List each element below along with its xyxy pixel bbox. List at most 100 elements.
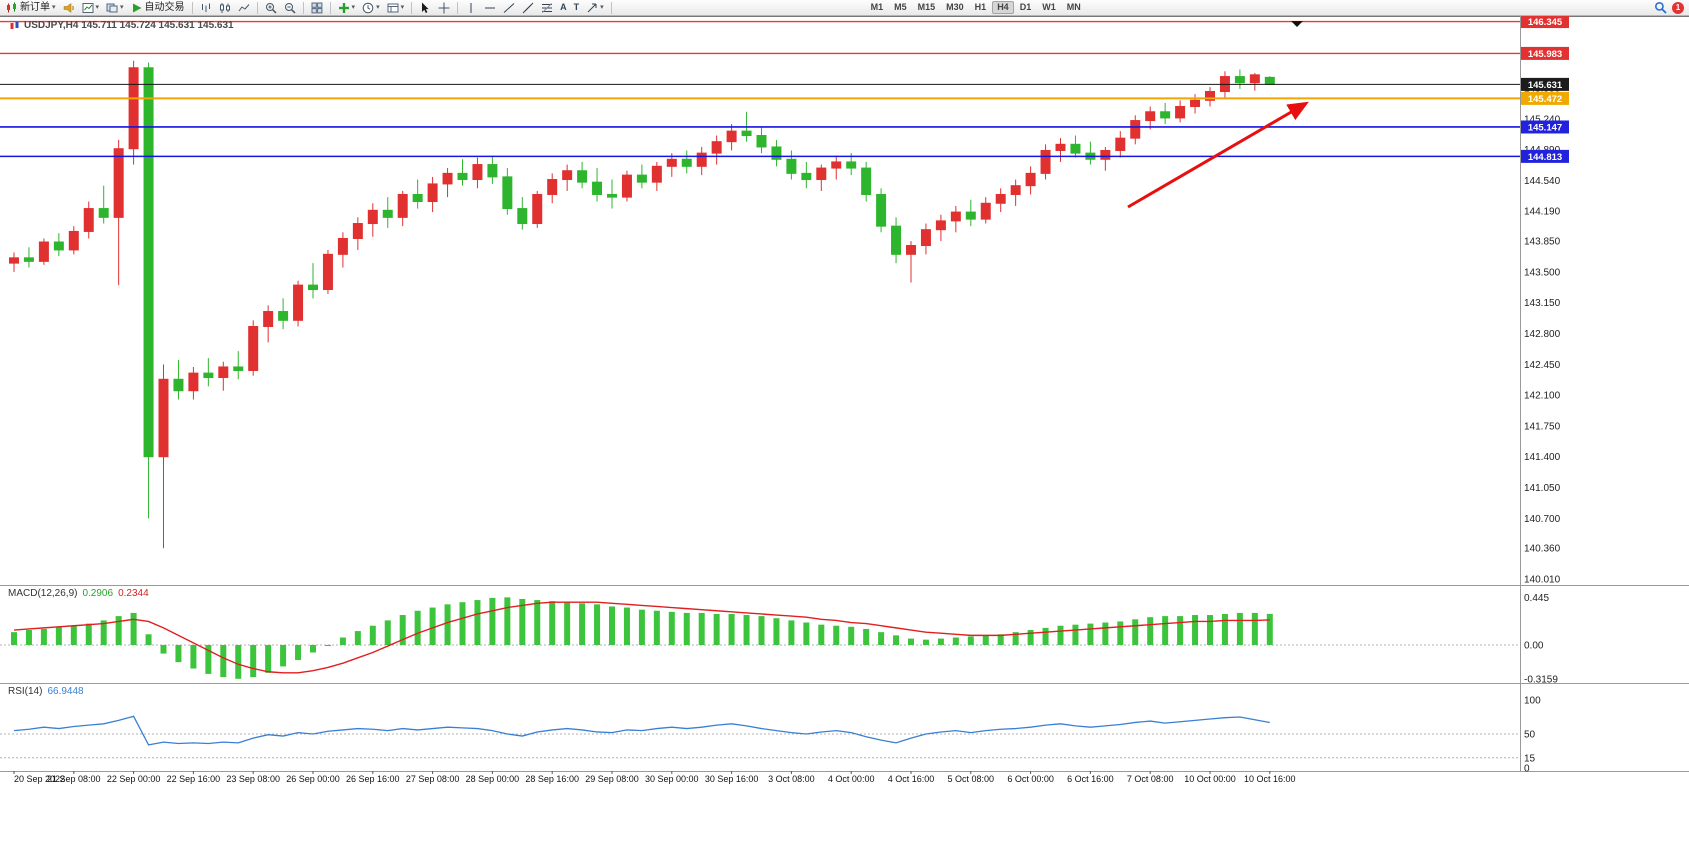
svg-text:10 Oct 16:00: 10 Oct 16:00 (1244, 774, 1296, 784)
svg-text:28 Sep 16:00: 28 Sep 16:00 (525, 774, 579, 784)
svg-text:22 Sep 00:00: 22 Sep 00:00 (107, 774, 161, 784)
price-tag-145.983: 145.983 (1521, 46, 1569, 60)
symbol-ohlc-label: USDJPY,H4 145.711 145.724 145.631 145.63… (10, 20, 234, 31)
trendline-icon (503, 2, 515, 13)
horn-icon (63, 2, 74, 13)
svg-text:26 Sep 00:00: 26 Sep 00:00 (286, 774, 340, 784)
caret-down-icon: ▾ (376, 4, 380, 11)
chart-window-icon (10, 21, 19, 29)
vertical-line-icon (470, 2, 472, 13)
caret-down-icon: ▾ (120, 4, 124, 11)
chart-shift-marker[interactable] (1291, 21, 1303, 27)
cursor-button[interactable] (416, 1, 434, 15)
alerts-button[interactable] (60, 1, 78, 15)
svg-text:0.00: 0.00 (1524, 641, 1544, 652)
horizontal-line-icon (485, 7, 496, 8)
price-tag-145.631: 145.631 (1521, 77, 1569, 91)
svg-text:5 Oct 08:00: 5 Oct 08:00 (948, 774, 995, 784)
search-icon[interactable] (1654, 1, 1667, 14)
macd-name: MACD(12,26,9) (8, 588, 78, 599)
line-chart-button[interactable] (235, 1, 253, 15)
templates-button[interactable]: ▾ (384, 1, 408, 15)
timeframe-m5-button[interactable]: M5 (889, 1, 912, 14)
new-chart-icon (82, 2, 94, 13)
line-chart-icon (238, 3, 249, 11)
periods-button[interactable]: ▾ (359, 1, 383, 15)
zoom-in-icon (265, 2, 277, 14)
svg-text:50: 50 (1524, 730, 1536, 741)
zoom-in-button[interactable] (262, 1, 280, 15)
crosshair-button[interactable] (435, 1, 453, 15)
timeframe-d1-button[interactable]: D1 (1015, 1, 1037, 14)
tile-windows-icon (311, 2, 322, 13)
svg-text:15: 15 (1524, 753, 1536, 764)
timeframe-h4-button[interactable]: H4 (992, 1, 1014, 14)
profiles-icon (106, 3, 118, 12)
channel-icon (522, 2, 534, 13)
text-a-icon: A (560, 2, 567, 12)
price-tag-144.813: 144.813 (1521, 149, 1569, 163)
bar-chart-button[interactable] (197, 1, 215, 15)
timeframe-w1-button[interactable]: W1 (1037, 1, 1061, 14)
notification-badge[interactable]: 1 (1672, 1, 1684, 14)
clock-icon (362, 2, 374, 13)
bar-chart-icon (201, 3, 210, 12)
toolbar-right-group: 1 (1654, 1, 1686, 14)
macd-signal-line (13, 601, 1270, 674)
rsi-panel[interactable]: 100 50 150 (0, 696, 1541, 775)
new-order-button[interactable]: 新订单 ▾ (3, 1, 59, 15)
svg-text:-0.3159: -0.3159 (1524, 674, 1558, 685)
candle-chart-button[interactable] (216, 1, 234, 15)
svg-text:143.500: 143.500 (1524, 267, 1561, 278)
rsi-name: RSI(14) (8, 686, 43, 697)
rsi-label: RSI(14) 66.9448 (8, 686, 84, 697)
svg-text:141.750: 141.750 (1524, 421, 1561, 432)
tile-windows-button[interactable] (308, 1, 326, 15)
timeframe-m1-button[interactable]: M1 (866, 1, 889, 14)
text-label-tool-button[interactable]: T (571, 1, 583, 15)
indicators-button[interactable]: ▾ (335, 1, 359, 15)
new-chart-button[interactable]: ▾ (79, 1, 103, 15)
toolbar-separator (411, 1, 413, 14)
svg-text:140.010: 140.010 (1524, 575, 1561, 586)
trendline-tool-button[interactable] (500, 1, 518, 15)
toolbar-separator (191, 1, 193, 14)
svg-text:144.813: 144.813 (1528, 152, 1562, 163)
fibonacci-tool-button[interactable] (538, 1, 556, 15)
svg-text:29 Sep 08:00: 29 Sep 08:00 (585, 774, 639, 784)
arrows-tool-button[interactable]: ▾ (583, 1, 607, 15)
price-tag-146.345: 146.345 (1521, 16, 1569, 29)
autotrade-button[interactable]: 自动交易 (128, 1, 188, 15)
horizontal-line-tool-button[interactable] (481, 1, 499, 15)
caret-down-icon: ▾ (52, 4, 56, 11)
macd-signal-value: 0.2344 (118, 588, 149, 599)
profiles-button[interactable]: ▾ (103, 1, 127, 15)
timeframe-mn-button[interactable]: MN (1062, 1, 1086, 14)
macd-panel[interactable]: 0.445 0.00 -0.3159 (0, 593, 1558, 685)
price-tag-145.147: 145.147 (1521, 120, 1569, 134)
svg-text:3 Oct 08:00: 3 Oct 08:00 (768, 774, 815, 784)
svg-text:23 Sep 08:00: 23 Sep 08:00 (226, 774, 280, 784)
timeframe-h1-button[interactable]: H1 (970, 1, 992, 14)
svg-text:145.147: 145.147 (1528, 122, 1562, 133)
svg-text:7 Oct 08:00: 7 Oct 08:00 (1127, 774, 1174, 784)
text-tool-button[interactable]: A (557, 1, 570, 15)
svg-text:4 Oct 00:00: 4 Oct 00:00 (828, 774, 875, 784)
svg-text:27 Sep 08:00: 27 Sep 08:00 (406, 774, 460, 784)
svg-text:146.345: 146.345 (1528, 17, 1563, 28)
trend-arrow-annotation[interactable] (1127, 101, 1309, 209)
timeframe-m15-button[interactable]: M15 (913, 1, 941, 14)
svg-text:28 Sep 00:00: 28 Sep 00:00 (466, 774, 520, 784)
vertical-line-tool-button[interactable] (462, 1, 480, 15)
caret-down-icon: ▾ (400, 4, 405, 11)
channel-tool-button[interactable] (519, 1, 537, 15)
chart-area[interactable]: 145.590145.240144.890144.540144.190143.8… (0, 16, 1689, 850)
new-order-label: 新订单 (20, 1, 50, 13)
timeframe-m30-button[interactable]: M30 (941, 1, 969, 14)
svg-text:26 Sep 16:00: 26 Sep 16:00 (346, 774, 400, 784)
svg-text:141.050: 141.050 (1524, 483, 1561, 494)
zoom-out-button[interactable] (281, 1, 299, 15)
svg-text:143.850: 143.850 (1524, 237, 1561, 248)
chart-canvas[interactable]: 145.590145.240144.890144.540144.190143.8… (0, 16, 1689, 850)
